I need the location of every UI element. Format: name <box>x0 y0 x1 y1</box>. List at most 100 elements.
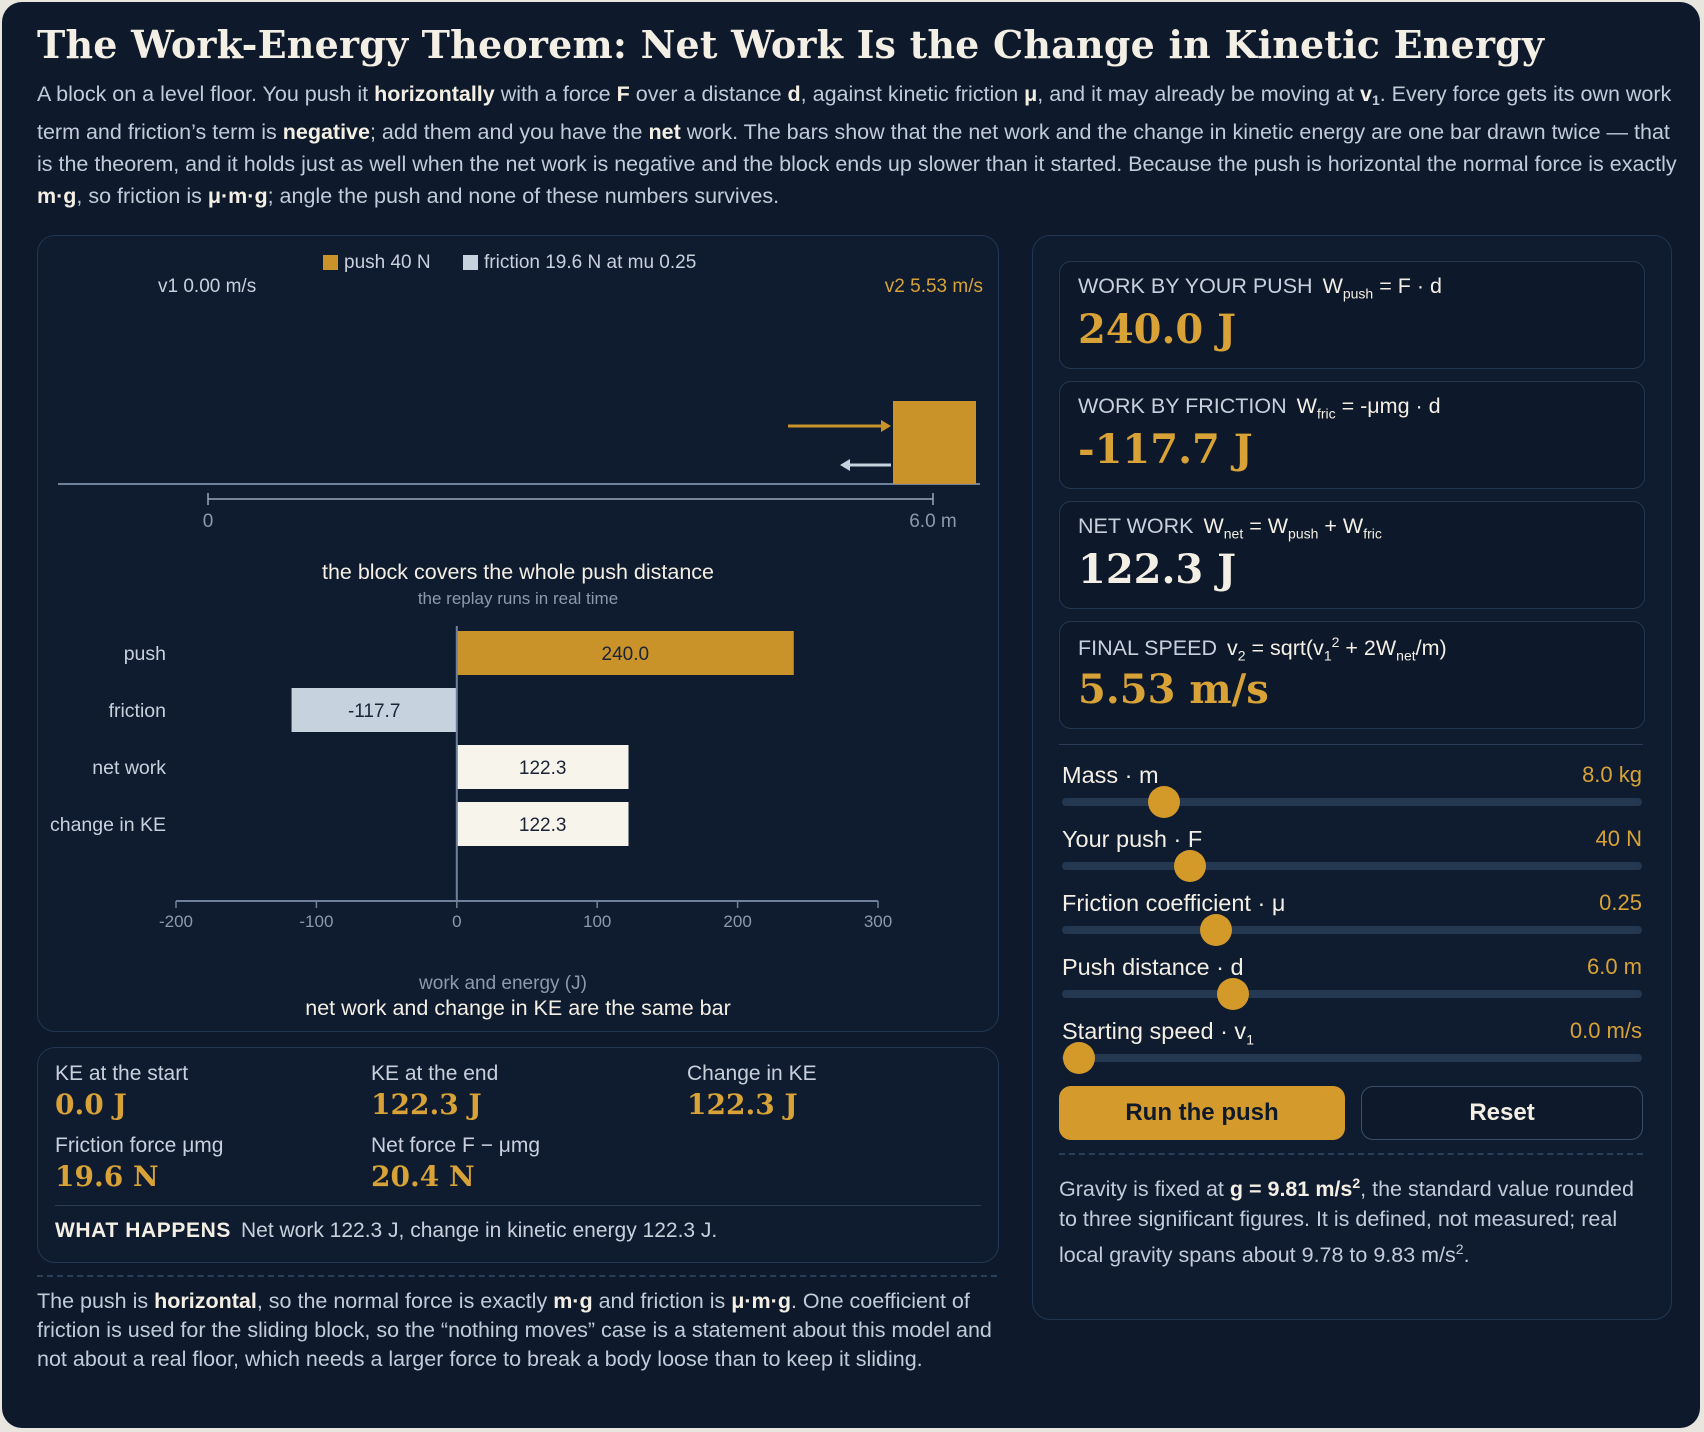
stat-ke-end-label: KE at the end <box>371 1062 499 1085</box>
stat-net-force-value: 20.4 N <box>371 1160 475 1193</box>
footnote-divider <box>37 1275 997 1277</box>
bar-value-net-work: 122.3 <box>519 758 567 779</box>
card-work-friction: WORK BY FRICTION Wfric = -μmg · d -117.7 … <box>1059 381 1645 489</box>
bar-net-work <box>456 745 629 789</box>
bar-friction <box>291 688 457 732</box>
what-happens-label: WHAT HAPPENS <box>55 1219 231 1242</box>
x-tick-label-300: 300 <box>864 912 892 931</box>
slider-distance-track[interactable] <box>1062 990 1642 998</box>
scene-subcaption: the replay runs in real time <box>418 589 618 608</box>
slider-friction-value: 0.25 <box>1599 890 1642 915</box>
controls-divider <box>1059 744 1643 745</box>
card-net-work: NET WORK Wnet = Wpush + Wfric 122.3 J <box>1059 501 1645 609</box>
gravity-divider <box>1059 1153 1643 1155</box>
gravity-note: Gravity is fixed at g = 9.81 m/s2, the s… <box>1059 1175 1634 1268</box>
page-title: The Work-Energy Theorem: Net Work Is the… <box>37 22 1545 67</box>
slider-distance-value: 6.0 m <box>1586 954 1642 979</box>
category-label-push: push <box>124 643 166 665</box>
slider-push-handle[interactable] <box>1173 850 1206 882</box>
legend-push-swatch <box>323 255 338 270</box>
slider-speed-handle[interactable] <box>1063 1042 1096 1074</box>
legend-friction-swatch <box>463 255 478 270</box>
push-arrowhead <box>881 420 891 432</box>
v1-label: v1 0.00 m/s <box>158 276 256 297</box>
slider-speed-value: 0.0 m/s <box>1569 1018 1642 1043</box>
card-net-work-label: NET WORK Wnet = Wpush + Wfric <box>1078 514 1382 542</box>
stat-ke-start-value: 0.0 J <box>55 1088 127 1121</box>
stat-friction-force-value: 19.6 N <box>55 1160 159 1193</box>
slider-push-value: 40 N <box>1595 826 1642 851</box>
work-bar-chart: 240.0 push -117.7 friction 122.3 net work 122.… <box>50 626 892 931</box>
slider-friction-handle[interactable] <box>1199 914 1232 946</box>
run-push-button[interactable]: Run the push <box>1059 1086 1345 1140</box>
slider-mass-handle[interactable] <box>1147 786 1180 818</box>
stat-ke-start-label: KE at the start <box>55 1062 189 1085</box>
category-label-friction: friction <box>109 700 166 722</box>
slider-push[interactable]: Your push · F 40 N <box>1062 826 1642 886</box>
slider-mass[interactable]: Mass · m 8.0 kg <box>1062 762 1642 822</box>
card-work-push-label: WORK BY YOUR PUSH Wpush = F · d <box>1078 274 1442 302</box>
slider-distance-handle[interactable] <box>1217 978 1250 1010</box>
reset-button[interactable]: Reset <box>1361 1086 1643 1140</box>
stats-panel: KE at the start 0.0 J KE at the end 122.… <box>37 1047 999 1263</box>
scene-and-chart-svg: push 40 N friction 19.6 N at mu 0.25 v1 … <box>50 252 983 1020</box>
stat-ke-start: KE at the start 0.0 J <box>55 1062 188 1121</box>
stat-net-force-label: Net force F − μmg <box>371 1134 541 1157</box>
card-final-speed: FINAL SPEED v2 = sqrt(v12 + 2Wnet/m) 5.53… <box>1059 621 1645 729</box>
card-net-work-value: 122.3 J <box>1078 546 1237 593</box>
card-work-friction-label: WORK BY FRICTION Wfric = -μmg · d <box>1078 394 1441 422</box>
stat-net-force: Net force F − μmg 20.4 N <box>371 1134 540 1193</box>
bar-value-push: 240.0 <box>602 644 650 665</box>
slider-friction-track[interactable] <box>1062 926 1642 934</box>
legend-friction-label: friction 19.6 N at mu 0.25 <box>484 252 696 273</box>
chart-panel: push 40 N friction 19.6 N at mu 0.25 v1 … <box>37 235 999 1032</box>
slider-push-track[interactable] <box>1062 862 1642 870</box>
x-tick-label--200: -200 <box>159 912 193 931</box>
what-happens-line: WHAT HAPPENS Net work 122.3 J, change in … <box>55 1219 717 1243</box>
slider-push-label: Your push · F <box>1062 826 1203 852</box>
x-tick-label-0: 0 <box>452 912 461 931</box>
slider-starting-speed[interactable]: Starting speed · v1 0.0 m/s <box>1062 1018 1642 1078</box>
slider-mass-track[interactable] <box>1062 798 1642 806</box>
stat-change-ke-value: 122.3 J <box>687 1088 798 1121</box>
footnote-paragraph: The push is horizontal, so the normal fo… <box>37 1289 992 1371</box>
slider-mass-value: 8.0 kg <box>1582 762 1642 787</box>
chart-caption: net work and change in KE are the same b… <box>305 996 730 1020</box>
stat-friction-force: Friction force μmg 19.6 N <box>55 1134 223 1193</box>
block <box>893 401 976 484</box>
slider-friction-label: Friction coefficient · μ <box>1062 890 1286 916</box>
stat-ke-end-value: 122.3 J <box>371 1088 482 1121</box>
category-label-change-in-ke: change in KE <box>50 814 166 836</box>
stat-change-ke-label: Change in KE <box>687 1062 817 1085</box>
slider-push-distance[interactable]: Push distance · d 6.0 m <box>1062 954 1642 1014</box>
x-tick-label--100: -100 <box>299 912 333 931</box>
ruler-start-label: 0 <box>203 511 214 532</box>
stats-divider <box>55 1205 981 1206</box>
slider-mass-label: Mass · m <box>1062 762 1159 788</box>
legend-push-label: push 40 N <box>344 252 431 273</box>
slider-friction-coefficient[interactable]: Friction coefficient · μ 0.25 <box>1062 890 1642 950</box>
slider-distance-label: Push distance · d <box>1062 954 1244 980</box>
v2-label: v2 5.53 m/s <box>885 276 983 297</box>
what-happens-text: Net work 122.3 J, change in kinetic ener… <box>240 1219 718 1242</box>
x-tick-label-200: 200 <box>723 912 751 931</box>
card-final-speed-label: FINAL SPEED v2 = sqrt(v12 + 2Wnet/m) <box>1078 634 1447 664</box>
card-work-push-value: 240.0 J <box>1078 306 1237 353</box>
bar-push <box>456 631 794 675</box>
scene-caption: the block covers the whole push distance <box>322 560 714 584</box>
chart-x-axis-label: work and energy (J) <box>418 973 587 994</box>
bar-value-change-in-ke: 122.3 <box>519 815 567 836</box>
slider-speed-track[interactable] <box>1062 1054 1642 1062</box>
stat-ke-end: KE at the end 122.3 J <box>371 1062 498 1121</box>
ruler-end-label: 6.0 m <box>909 511 957 532</box>
x-tick-label-100: 100 <box>583 912 611 931</box>
stat-change-ke: Change in KE 122.3 J <box>687 1062 817 1121</box>
bar-change-in-ke <box>456 802 629 846</box>
controls-panel: WORK BY YOUR PUSH Wpush = F · d 240.0 J W… <box>1032 235 1672 1320</box>
card-work-push: WORK BY YOUR PUSH Wpush = F · d 240.0 J <box>1059 261 1645 369</box>
slider-speed-label: Starting speed · v1 <box>1062 1018 1254 1048</box>
friction-arrowhead <box>840 459 850 471</box>
card-final-speed-value: 5.53 m/s <box>1078 666 1269 713</box>
intro-paragraph: A block on a level floor. You push it ho… <box>37 82 1677 208</box>
